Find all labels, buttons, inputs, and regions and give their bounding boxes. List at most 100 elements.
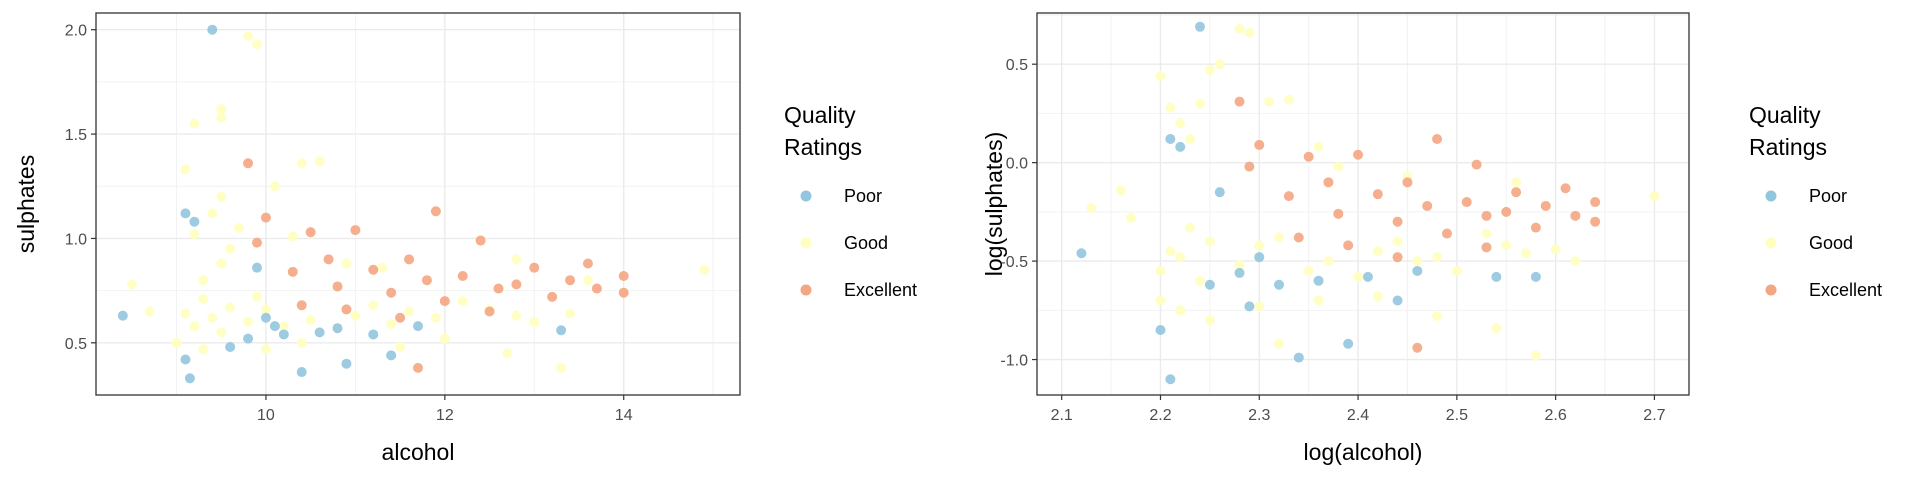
point-excellent xyxy=(1481,210,1492,221)
point-good xyxy=(1234,23,1245,34)
point-excellent xyxy=(1402,177,1413,188)
point-good xyxy=(350,310,361,321)
point-excellent xyxy=(323,254,334,265)
point-good xyxy=(582,275,593,286)
point-good xyxy=(1165,102,1176,113)
x-tick-label: 2.4 xyxy=(1347,407,1369,424)
y-axis-title: sulphates xyxy=(13,155,39,253)
point-good xyxy=(1204,65,1215,76)
point-good xyxy=(1274,338,1285,349)
y-tick-label: 1.5 xyxy=(65,127,87,144)
point-poor xyxy=(180,354,191,365)
point-excellent xyxy=(404,254,415,265)
legend-key-poor xyxy=(1765,190,1777,202)
point-excellent xyxy=(582,258,593,269)
legend-title-line2: Ratings xyxy=(1749,134,1827,160)
point-excellent xyxy=(252,237,262,248)
point-excellent xyxy=(565,275,576,286)
point-good xyxy=(1254,301,1265,312)
point-excellent xyxy=(1254,139,1265,150)
point-good xyxy=(1185,222,1196,233)
point-excellent xyxy=(1590,197,1601,208)
point-good xyxy=(1175,118,1186,129)
y-tick-label: -1.0 xyxy=(1000,353,1028,370)
point-good xyxy=(511,310,522,321)
point-poor xyxy=(332,323,343,334)
point-good xyxy=(216,191,227,202)
point-excellent xyxy=(386,287,397,298)
point-good xyxy=(377,262,388,273)
point-good xyxy=(1175,252,1186,263)
point-good xyxy=(1530,350,1541,361)
point-excellent xyxy=(350,225,361,236)
point-good xyxy=(1175,305,1186,316)
point-excellent xyxy=(430,206,441,217)
point-excellent xyxy=(296,300,307,311)
point-excellent xyxy=(618,271,629,282)
point-good xyxy=(1155,71,1166,82)
point-good xyxy=(126,279,137,290)
point-excellent xyxy=(1392,252,1403,263)
point-good xyxy=(1155,295,1166,306)
point-good xyxy=(1432,311,1443,322)
point-good xyxy=(1165,246,1176,257)
point-poor xyxy=(413,321,423,332)
point-poor xyxy=(180,208,191,219)
point-good xyxy=(386,319,397,330)
point-poor xyxy=(1076,248,1087,259)
y-tick-label: -0.5 xyxy=(1000,254,1028,271)
point-good xyxy=(260,344,271,355)
point-good xyxy=(1185,134,1196,145)
x-tick-label: 2.2 xyxy=(1149,407,1171,424)
point-excellent xyxy=(1392,216,1403,227)
point-good xyxy=(1550,244,1561,255)
x-tick-label: 2.3 xyxy=(1248,407,1270,424)
point-good xyxy=(511,254,522,265)
point-good xyxy=(1313,141,1324,152)
grid-lines xyxy=(1037,13,1689,395)
point-poor xyxy=(1491,271,1502,282)
scatter-panel-log-alcohol-log-sulphates: 2.1 2.2 2.3 2.4 2.5 2.6 2.7 -1.0 -0.5 0.0 0.5 log(… xyxy=(981,12,1690,465)
point-poor xyxy=(1362,271,1373,282)
point-poor xyxy=(225,341,236,352)
legend-label-poor: Poor xyxy=(1809,186,1847,206)
point-poor xyxy=(184,373,195,384)
point-poor xyxy=(1155,325,1166,336)
point-excellent xyxy=(1511,187,1522,198)
point-good xyxy=(1303,265,1314,276)
point-good xyxy=(1274,232,1285,243)
point-excellent xyxy=(1412,342,1423,353)
point-good xyxy=(189,229,200,240)
point-poor xyxy=(1343,338,1354,349)
point-good xyxy=(216,258,227,269)
point-excellent xyxy=(1530,222,1541,233)
legend-key-excellent xyxy=(1765,284,1777,296)
point-poor xyxy=(252,262,262,273)
y-tick-label: 0.5 xyxy=(1006,57,1028,74)
plot-border xyxy=(1036,12,1690,396)
point-good xyxy=(216,327,227,338)
y-tick-label: 0.0 xyxy=(1006,156,1028,173)
point-excellent xyxy=(1540,200,1551,211)
point-good xyxy=(180,308,191,319)
x-tick-label: 10 xyxy=(257,407,275,424)
point-good xyxy=(1244,27,1255,38)
scatter-panel-alcohol-sulphates: 10 12 14 0.5 1.0 1.5 2.0 alcohol sulphates xyxy=(13,12,741,465)
point-good xyxy=(1432,252,1443,263)
x-tick-label: 2.7 xyxy=(1643,407,1665,424)
point-excellent xyxy=(368,264,379,275)
point-good xyxy=(1195,275,1205,286)
point-excellent xyxy=(439,296,450,307)
point-excellent xyxy=(287,266,298,277)
point-good xyxy=(1125,212,1136,223)
point-good xyxy=(171,337,182,348)
point-good xyxy=(305,314,316,325)
point-excellent xyxy=(493,283,504,294)
legend-label-excellent: Excellent xyxy=(1809,280,1882,300)
legend-label-poor: Poor xyxy=(844,186,882,206)
point-excellent xyxy=(1244,161,1255,172)
point-good xyxy=(180,164,191,175)
point-poor xyxy=(1234,267,1245,278)
point-excellent xyxy=(1234,96,1245,107)
point-excellent xyxy=(475,235,486,246)
